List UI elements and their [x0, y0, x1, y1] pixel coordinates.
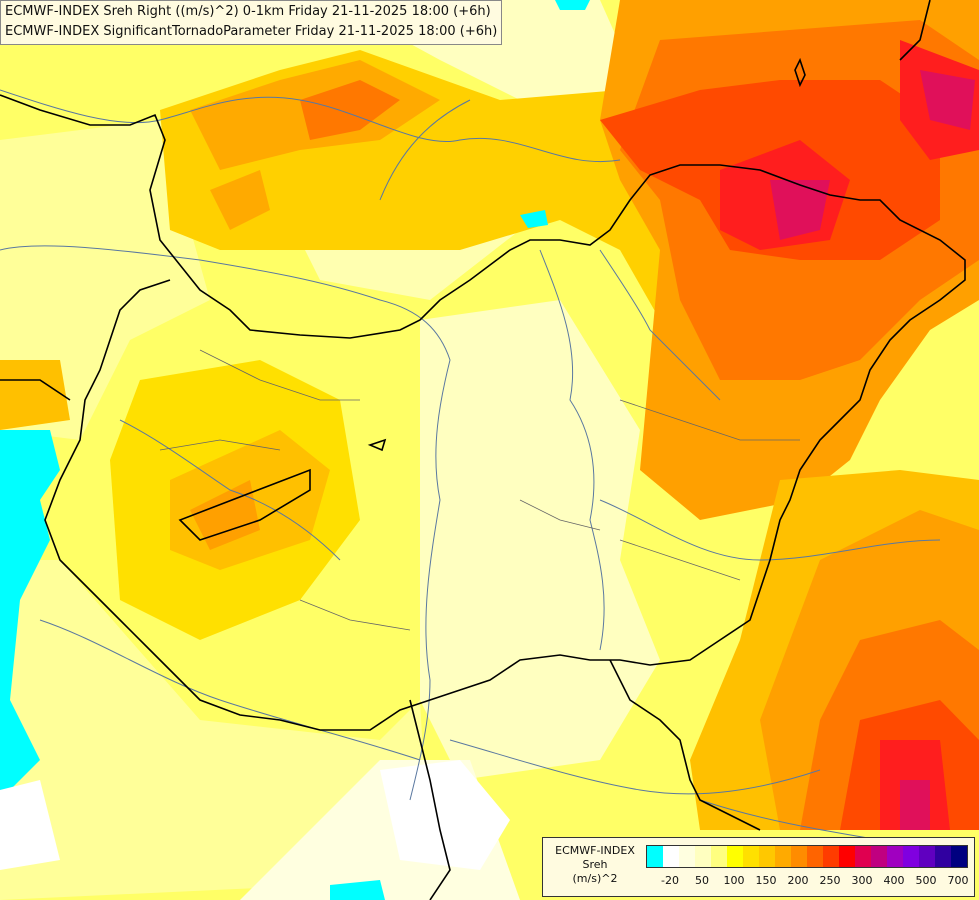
legend-tick-label: -20 [661, 874, 679, 887]
legend-swatches [646, 845, 968, 868]
legend-swatch [711, 846, 727, 867]
title-stp: ECMWF-INDEX SignificantTornadoParameter … [5, 24, 498, 39]
legend-swatch [695, 846, 711, 867]
legend-swatch [679, 846, 695, 867]
legend-tick-label: 100 [723, 874, 745, 887]
legend-swatch [823, 846, 839, 867]
legend-tick-label: 250 [819, 874, 841, 887]
title-sreh: ECMWF-INDEX Sreh Right ((m/s)^2) 0-1km F… [5, 4, 491, 19]
legend-swatch [663, 846, 679, 867]
map-title-box: ECMWF-INDEX Sreh Right ((m/s)^2) 0-1km F… [0, 0, 503, 45]
legend-swatch [935, 846, 951, 867]
legend-title-line3: (m/s)^2 [572, 872, 618, 885]
legend-title-line1: ECMWF-INDEX [555, 844, 635, 857]
rivers [0, 89, 941, 841]
legend-swatch [951, 846, 967, 867]
legend-swatch [727, 846, 743, 867]
legend-tick-label: 50 [695, 874, 709, 887]
legend-title-line2: Sreh [582, 858, 608, 871]
legend-tick-label: 700 [947, 874, 969, 887]
legend-tick-label: 150 [755, 874, 777, 887]
legend-swatch [855, 846, 871, 867]
legend-swatch [919, 846, 935, 867]
legend-tick-label: 400 [883, 874, 905, 887]
legend-swatch [903, 846, 919, 867]
legend-title: ECMWF-INDEX Sreh (m/s)^2 [547, 844, 643, 886]
legend-tick-label: 200 [787, 874, 809, 887]
legend-tick-label: 300 [851, 874, 873, 887]
legend-tick-label: 500 [915, 874, 937, 887]
legend-swatch [743, 846, 759, 867]
legend-swatch [839, 846, 855, 867]
legend-swatch [791, 846, 807, 867]
legend-swatch [887, 846, 903, 867]
color-legend: ECMWF-INDEX Sreh (m/s)^2 -20 50 100 150 200 2… [542, 837, 975, 897]
legend-swatch [871, 846, 887, 867]
legend-swatch [775, 846, 791, 867]
legend-ticks: -20 50 100 150 200 250 300 400 500 700 [646, 874, 976, 888]
admin-borders [159, 349, 800, 631]
legend-swatch [807, 846, 823, 867]
legend-swatch [647, 846, 663, 867]
legend-swatch [759, 846, 775, 867]
